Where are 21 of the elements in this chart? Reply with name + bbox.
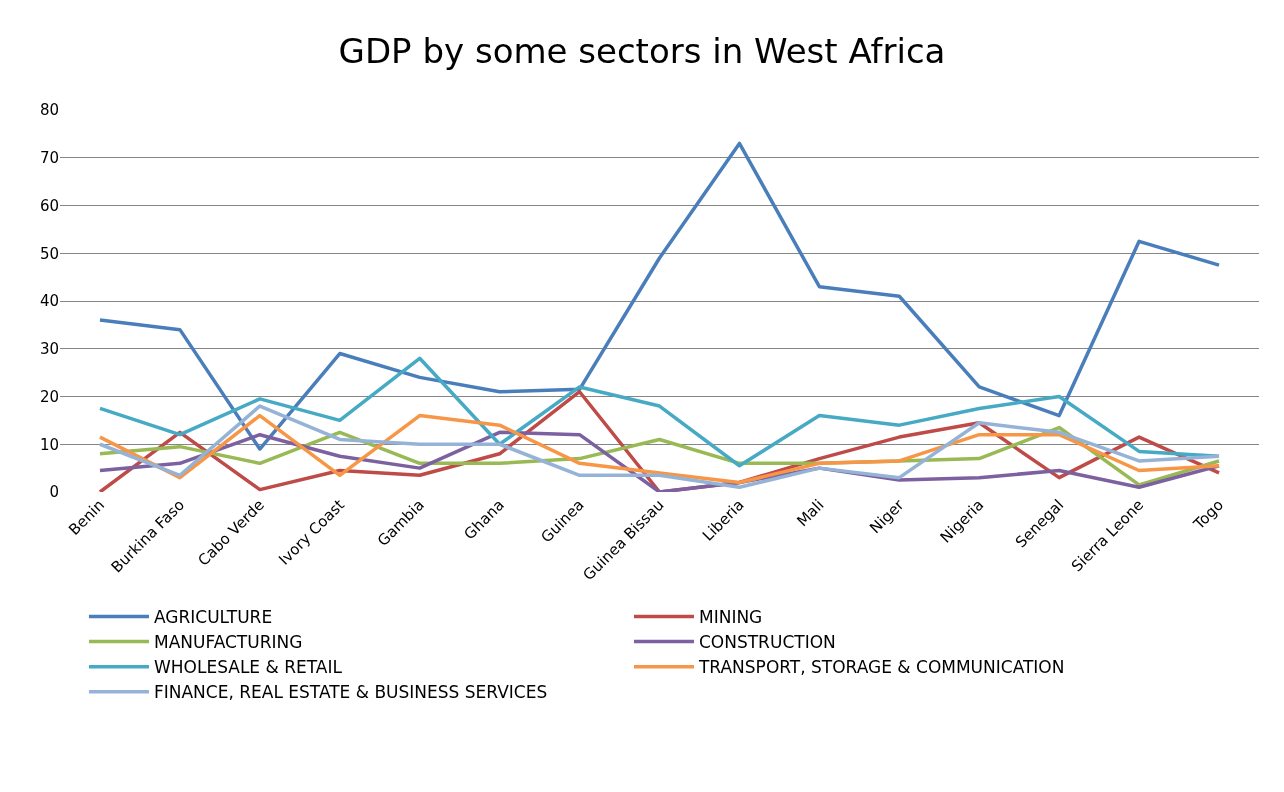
legend-label: CONSTRUCTION xyxy=(698,632,836,653)
y-tick-label: 70 xyxy=(39,149,59,167)
legend-label: FINANCE, REAL ESTATE & BUSINESS SERVICES xyxy=(153,682,548,703)
y-tick-label: 40 xyxy=(39,292,59,311)
legend-label: TRANSPORT, STORAGE & COMMUNICATION xyxy=(697,657,1065,678)
y-tick-label: 10 xyxy=(39,435,59,454)
y-tick-label: 80 xyxy=(39,101,59,120)
y-tick-label: 50 xyxy=(39,244,59,263)
line-series xyxy=(98,141,1221,451)
legend-label: MINING xyxy=(698,607,763,628)
y-tick-label: 60 xyxy=(39,196,59,215)
legend-label: AGRICULTURE xyxy=(153,607,273,628)
y-tick-label: 0 xyxy=(49,483,59,502)
y-tick-label: 20 xyxy=(39,387,59,406)
line-series xyxy=(98,404,1221,489)
line-series xyxy=(98,356,1221,468)
line-series xyxy=(98,413,1221,485)
y-tick-label: 30 xyxy=(39,340,59,358)
chart-title: GDP by some sectors in West Africa xyxy=(338,31,946,72)
legend-label: MANUFACTURING xyxy=(153,632,303,653)
legend-label: WHOLESALE & RETAIL xyxy=(153,657,343,678)
